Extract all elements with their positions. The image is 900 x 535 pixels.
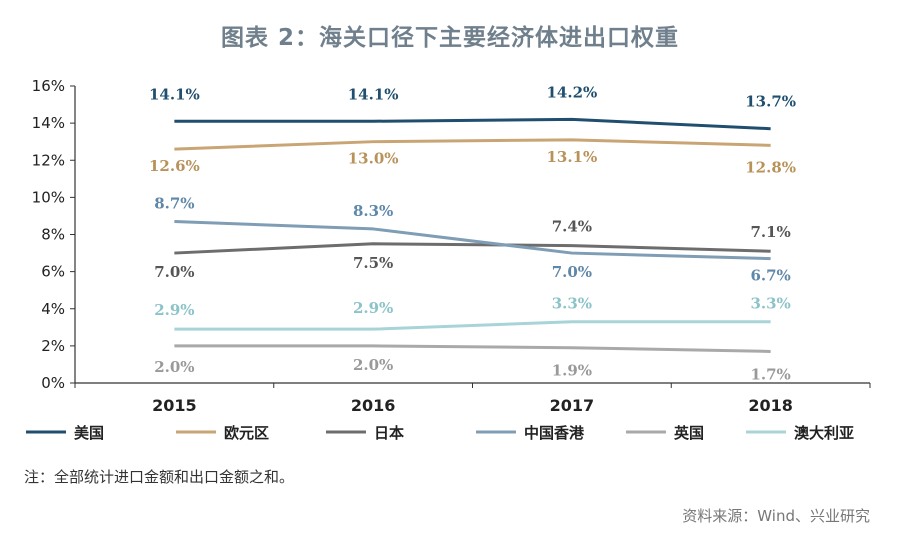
y-tick-label: 14% — [32, 114, 65, 132]
y-tick-label: 6% — [41, 263, 65, 281]
legend-label: 欧元区 — [224, 424, 269, 442]
legend-label: 美国 — [74, 424, 104, 442]
data-label: 1.9% — [552, 362, 592, 380]
data-label: 12.6% — [149, 157, 200, 175]
data-label: 13.7% — [745, 93, 796, 111]
y-tick-label: 12% — [32, 151, 65, 169]
x-tick-label: 2015 — [152, 396, 197, 415]
data-label: 2.0% — [154, 358, 194, 376]
data-label: 7.0% — [552, 263, 592, 281]
chart-title: 图表 2：海关口径下主要经济体进出口权重 — [220, 25, 679, 51]
series-line-0 — [174, 117, 771, 131]
legend-label: 日本 — [374, 424, 404, 442]
data-label: 6.7% — [750, 267, 790, 285]
data-label: 14.2% — [546, 83, 597, 101]
data-label: 7.5% — [353, 254, 393, 272]
chart-note: 注：全部统计进口金额和出口金额之和。 — [24, 468, 295, 486]
y-tick-label: 2% — [41, 337, 65, 355]
data-label: 2.0% — [353, 356, 393, 374]
data-source: 资料来源：Wind、兴业研究 — [682, 507, 870, 525]
y-tick-label: 0% — [41, 374, 65, 392]
data-label: 2.9% — [154, 301, 194, 319]
data-label: 13.0% — [348, 150, 399, 168]
legend-label: 英国 — [674, 424, 704, 442]
y-tick-label: 4% — [41, 300, 65, 318]
x-tick-label: 2017 — [550, 396, 595, 415]
data-label: 14.1% — [348, 85, 399, 103]
series-line-2 — [174, 242, 771, 255]
data-label: 7.1% — [750, 223, 790, 241]
y-tick-label: 10% — [32, 188, 65, 206]
data-label: 14.1% — [149, 85, 200, 103]
data-label: 3.3% — [552, 295, 592, 313]
series-line-5 — [174, 320, 771, 331]
data-label: 2.9% — [353, 299, 393, 317]
series-line-1 — [174, 138, 771, 151]
legend-label: 中国香港 — [524, 424, 585, 442]
x-tick-label: 2018 — [748, 396, 793, 415]
y-tick-label: 8% — [41, 226, 65, 244]
data-label: 3.3% — [750, 295, 790, 313]
series-line-3 — [174, 220, 771, 261]
data-label: 7.0% — [154, 263, 194, 281]
data-label: 8.3% — [353, 202, 393, 220]
y-tick-label: 16% — [32, 77, 65, 95]
series-line-4 — [174, 344, 771, 353]
data-label: 8.7% — [154, 195, 194, 213]
data-label: 7.4% — [552, 218, 592, 236]
data-label: 12.8% — [745, 158, 796, 176]
x-tick-label: 2016 — [351, 396, 396, 415]
data-label: 1.7% — [750, 365, 790, 383]
line-chart: 0% 2% 4% 6% 8% 10% 12% 14% 16% 2015 2016 2017 2018 14… — [26, 77, 871, 442]
data-label: 13.1% — [546, 148, 597, 166]
legend-label: 澳大利亚 — [794, 424, 854, 442]
